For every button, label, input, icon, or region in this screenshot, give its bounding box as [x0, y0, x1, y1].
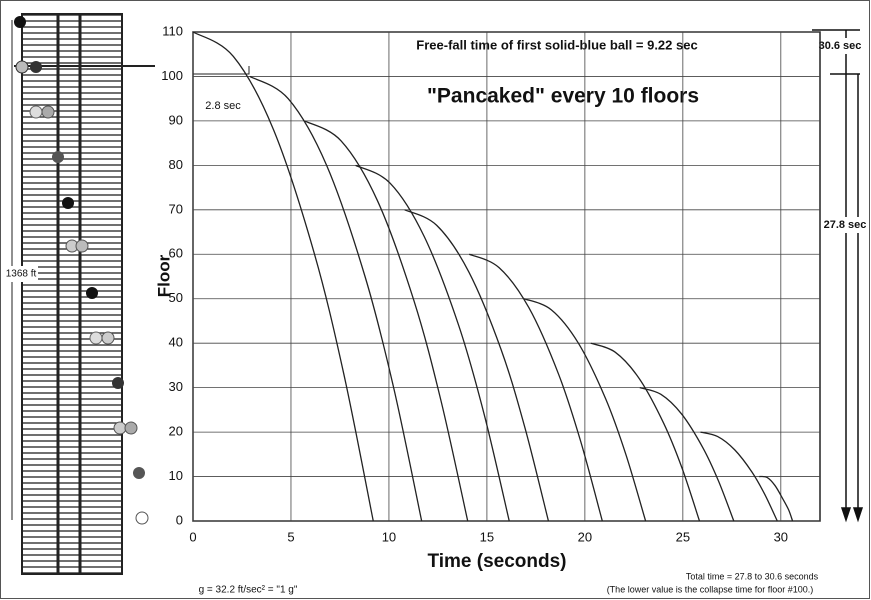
- fall-curve: [192, 31, 374, 522]
- y-tick-label: 50: [169, 290, 183, 305]
- fall-curve: [523, 298, 647, 522]
- label-bg: [812, 38, 868, 54]
- chart-subtitle: "Pancaked" every 10 floors: [427, 85, 699, 108]
- y-axis-label: Floor: [154, 254, 173, 297]
- x-tick-label: 25: [676, 529, 690, 544]
- y-tick-label: 0: [176, 512, 183, 527]
- y-tick-label: 20: [169, 424, 183, 439]
- x-tick-label: 20: [578, 529, 592, 544]
- annotation: 27.8 sec: [824, 219, 867, 231]
- chart-title: Free-fall time of first solid-blue ball …: [416, 37, 697, 52]
- fall-curve: [469, 253, 603, 522]
- x-tick-label: 15: [480, 529, 494, 544]
- annotation: 2.8 sec: [205, 100, 241, 112]
- fall-curve: [759, 475, 794, 522]
- x-tick-label: 30: [774, 529, 788, 544]
- x-tick-label: 10: [382, 529, 396, 544]
- y-tick-label: 80: [169, 157, 183, 172]
- y-tick-label: 10: [169, 468, 183, 483]
- fall-curve: [249, 75, 423, 522]
- building: [4, 13, 155, 575]
- fall-curve: [355, 164, 510, 522]
- fall-curve: [700, 431, 778, 522]
- height-label: 1368 ft: [6, 269, 37, 280]
- y-tick-label: 70: [169, 201, 183, 216]
- fall-curve: [404, 209, 550, 522]
- y-tick-label: 100: [161, 68, 183, 83]
- footer-note: g = 32.2 ft/sec² = "1 g": [199, 585, 298, 596]
- footer-note: Total time = 27.8 to 30.6 seconds: [686, 571, 819, 581]
- x-tick-label: 0: [189, 529, 196, 544]
- bracket: [192, 66, 250, 75]
- x-tick-label: 5: [287, 529, 294, 544]
- annotation: 30.6 sec: [819, 40, 862, 52]
- label-bg: [822, 217, 868, 233]
- y-tick-label: 60: [169, 246, 183, 261]
- fall-curve: [304, 120, 469, 522]
- x-axis-label: Time (seconds): [427, 551, 566, 572]
- fall-curve: [590, 342, 701, 522]
- footer-note: (The lower value is the collapse time fo…: [607, 584, 814, 594]
- y-tick-label: 40: [169, 335, 183, 350]
- time-arrows: [812, 29, 864, 523]
- fall-curve: [639, 387, 735, 522]
- y-tick-label: 90: [169, 112, 183, 127]
- y-tick-label: 30: [169, 379, 183, 394]
- y-tick-label: 110: [162, 23, 183, 38]
